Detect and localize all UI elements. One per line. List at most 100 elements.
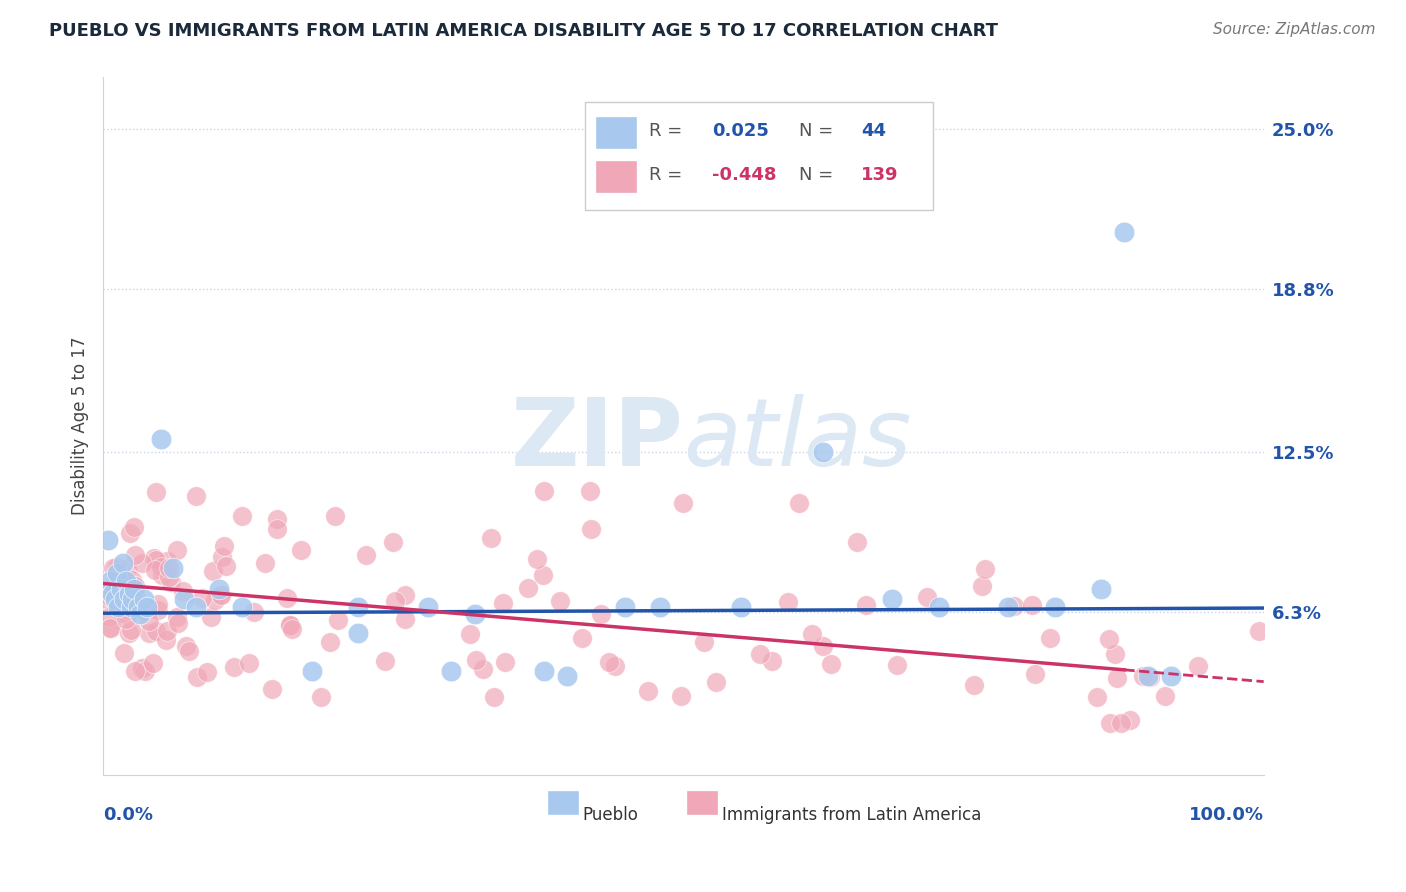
Point — [167, 616, 190, 631]
Point — [138, 625, 160, 640]
Point — [157, 570, 180, 584]
Point — [309, 690, 332, 705]
Point — [1139, 670, 1161, 684]
Point — [789, 496, 811, 510]
Point — [131, 556, 153, 570]
Point — [886, 657, 908, 672]
Point — [214, 559, 236, 574]
Text: Immigrants from Latin America: Immigrants from Latin America — [721, 806, 981, 824]
Point — [184, 489, 207, 503]
Point — [394, 588, 416, 602]
Point — [166, 542, 188, 557]
Point — [354, 548, 377, 562]
Point — [471, 662, 494, 676]
Point — [110, 582, 132, 596]
Point — [105, 587, 128, 601]
Point — [104, 592, 127, 607]
FancyBboxPatch shape — [547, 790, 578, 814]
Point — [117, 562, 139, 576]
Point — [242, 605, 264, 619]
Point — [915, 590, 938, 604]
Point — [118, 626, 141, 640]
Point — [1154, 689, 1177, 703]
Point — [928, 599, 950, 614]
Point — [650, 599, 672, 614]
Point — [1114, 225, 1136, 239]
Point — [98, 574, 121, 588]
Point — [266, 512, 288, 526]
Point — [1132, 669, 1154, 683]
Point — [115, 574, 138, 588]
Point — [105, 566, 128, 581]
Text: N =: N = — [800, 166, 839, 184]
Point — [531, 568, 554, 582]
Point — [603, 659, 626, 673]
Point — [1105, 671, 1128, 685]
Point — [761, 654, 783, 668]
Point — [112, 592, 135, 607]
Point — [150, 567, 173, 582]
Point — [591, 607, 613, 621]
Point — [1187, 658, 1209, 673]
Point — [120, 579, 142, 593]
Point — [208, 582, 231, 596]
Text: 0.0%: 0.0% — [103, 806, 153, 824]
Point — [1249, 624, 1271, 638]
Point — [112, 591, 135, 606]
Point — [195, 665, 218, 680]
FancyBboxPatch shape — [585, 102, 934, 210]
Point — [416, 599, 439, 614]
Point — [121, 592, 143, 607]
Point — [278, 617, 301, 632]
Point — [98, 621, 121, 635]
Point — [142, 656, 165, 670]
Point — [190, 591, 212, 605]
Point — [134, 664, 156, 678]
Point — [533, 483, 555, 498]
Point — [801, 627, 824, 641]
Text: R =: R = — [648, 122, 688, 140]
Point — [98, 591, 121, 605]
Point — [465, 652, 488, 666]
Point — [579, 483, 602, 498]
Point — [142, 551, 165, 566]
Point — [115, 602, 138, 616]
Point — [484, 690, 506, 705]
Point — [97, 609, 120, 624]
Point — [1136, 669, 1159, 683]
Point — [184, 599, 207, 614]
Point — [260, 682, 283, 697]
Point — [1099, 715, 1122, 730]
Point — [111, 556, 134, 570]
Point — [811, 639, 834, 653]
Point — [820, 657, 842, 671]
Point — [104, 568, 127, 582]
Point — [105, 560, 128, 574]
Point — [209, 588, 232, 602]
Point — [672, 496, 695, 510]
Point — [148, 603, 170, 617]
Point — [145, 485, 167, 500]
Point — [776, 595, 799, 609]
Point — [160, 574, 183, 589]
Point — [533, 665, 555, 679]
Point — [290, 542, 312, 557]
Point — [124, 582, 146, 596]
Text: 139: 139 — [860, 166, 898, 184]
Point — [101, 561, 124, 575]
Point — [104, 579, 127, 593]
Point — [127, 599, 149, 614]
Point — [492, 596, 515, 610]
Point — [997, 599, 1019, 614]
Point — [882, 592, 904, 607]
Point — [115, 611, 138, 625]
Point — [1109, 715, 1132, 730]
Point — [579, 522, 602, 536]
Point — [1043, 599, 1066, 614]
Point — [211, 550, 233, 565]
Point — [973, 562, 995, 576]
Point — [120, 599, 142, 614]
Point — [157, 561, 180, 575]
Point — [811, 445, 834, 459]
Point — [224, 660, 246, 674]
